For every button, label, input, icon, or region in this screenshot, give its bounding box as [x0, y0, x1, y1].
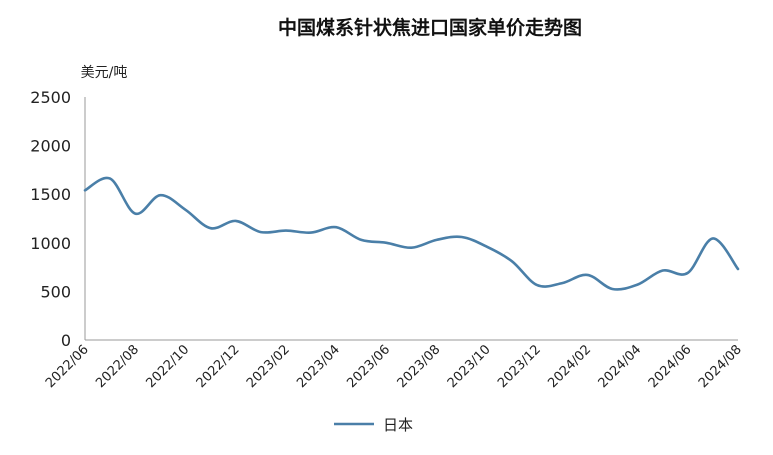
chart-title: 中国煤系针状焦进口国家单价走势图 [278, 16, 582, 39]
x-tick-label: 2022/10 [143, 342, 192, 391]
y-tick-label: 2500 [30, 88, 71, 107]
x-tick-label: 2023/02 [244, 342, 293, 391]
legend-label: 日本 [383, 416, 413, 434]
y-axis: 0 500 1000 1500 2000 2500 [30, 88, 71, 350]
y-tick-label: 1500 [30, 185, 71, 204]
x-tick-label: 2022/08 [93, 342, 142, 391]
x-axis: 2022/06 2022/08 2022/10 2022/12 2023/02 2023/… [43, 342, 745, 391]
x-tick-label: 2023/12 [495, 342, 544, 391]
y-tick-label: 1000 [30, 234, 71, 253]
y-axis-unit-label: 美元/吨 [81, 65, 128, 81]
y-tick-label: 0 [61, 331, 71, 350]
series-line-japan [83, 176, 740, 291]
x-tick-label: 2022/12 [194, 342, 243, 391]
legend: 日本 [334, 416, 413, 434]
x-tick-label: 2024/08 [696, 342, 745, 391]
x-tick-label: 2023/06 [344, 342, 393, 391]
x-tick-label: 2024/02 [545, 342, 594, 391]
x-tick-label: 2023/08 [395, 342, 444, 391]
y-tick-label: 500 [40, 282, 71, 301]
x-tick-label: 2024/04 [596, 342, 645, 391]
x-tick-label: 2024/06 [646, 342, 695, 391]
x-tick-label: 2023/10 [445, 342, 494, 391]
y-tick-label: 2000 [30, 137, 71, 156]
x-tick-label: 2023/04 [294, 342, 343, 391]
